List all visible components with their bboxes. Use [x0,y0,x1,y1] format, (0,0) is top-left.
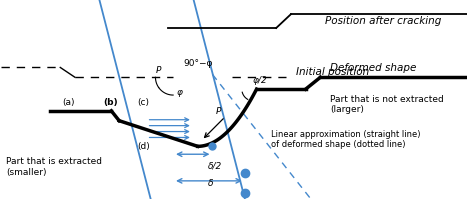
Text: P: P [215,107,221,116]
Text: P: P [155,66,161,75]
Text: 90°−φ: 90°−φ [183,59,212,68]
Text: (d): (d) [137,142,150,151]
Text: (b): (b) [103,97,118,106]
Text: Part that is not extracted
(larger): Part that is not extracted (larger) [330,95,444,114]
Text: (a): (a) [62,97,75,106]
Text: Linear approximation (straight line)
of deformed shape (dotted line): Linear approximation (straight line) of … [271,129,421,148]
Text: φ: φ [176,87,182,96]
Text: δ: δ [208,178,213,187]
Text: Deformed shape: Deformed shape [330,63,417,73]
Text: Position after cracking: Position after cracking [325,16,442,26]
Text: δ/2: δ/2 [208,160,222,169]
Text: Initial position: Initial position [296,67,369,77]
Text: φ/2: φ/2 [253,75,267,84]
Text: Part that is extracted
(smaller): Part that is extracted (smaller) [6,156,102,176]
Text: (c): (c) [137,97,149,106]
